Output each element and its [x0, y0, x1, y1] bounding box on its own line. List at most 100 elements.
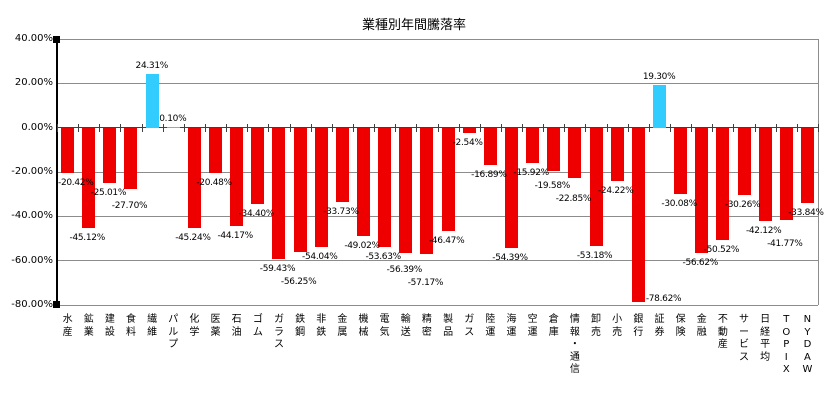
bar-12[interactable]	[314, 127, 328, 248]
data-label: -53.18%	[576, 250, 613, 261]
y-axis-tick-label: -40.00%	[11, 210, 53, 222]
category-char: ス	[273, 339, 284, 350]
bar-8[interactable]	[230, 127, 244, 226]
category-axis-tick	[648, 123, 650, 132]
category-char: 薬	[210, 326, 221, 338]
bar-3[interactable]	[124, 127, 138, 190]
data-label: -57.17%	[407, 277, 444, 288]
data-label: -33.84%	[788, 207, 824, 218]
category-char: プ	[168, 339, 179, 350]
category-char: 水	[62, 314, 73, 325]
category-char: 設	[104, 326, 115, 338]
bar-25[interactable]	[589, 127, 603, 246]
bar-11[interactable]	[293, 127, 307, 253]
category-axis-tick	[479, 123, 481, 132]
chart-title: 業種別年間騰落率	[361, 18, 467, 33]
bar-24[interactable]	[568, 127, 582, 179]
bar-28[interactable]	[652, 84, 666, 128]
category-char: 医	[210, 314, 221, 325]
category-char: 属	[337, 326, 348, 338]
bar-4[interactable]	[145, 73, 159, 128]
category-char: 産	[62, 326, 73, 338]
data-label: -25.01%	[90, 188, 127, 199]
bar-30[interactable]	[695, 127, 709, 254]
category-axis-tick	[331, 123, 333, 132]
bar-20[interactable]	[483, 127, 497, 166]
category-char: 業	[83, 326, 94, 338]
gridline	[57, 38, 818, 40]
data-label: -78.62%	[645, 294, 682, 304]
category-axis-tick	[310, 123, 312, 132]
bar-0[interactable]	[61, 127, 75, 173]
category-char: 庫	[548, 326, 559, 338]
category-label-31: 不動産	[718, 314, 728, 352]
bar-9[interactable]	[251, 127, 265, 204]
bar-15[interactable]	[378, 127, 392, 247]
bar-17[interactable]	[420, 127, 434, 255]
y-axis-tick-label: -20.00%	[11, 166, 53, 177]
category-axis-tick	[162, 123, 164, 132]
category-char: ・	[569, 339, 580, 350]
category-label-10: ガラス	[274, 314, 284, 352]
y-axis[interactable]	[56, 39, 58, 305]
bar-33[interactable]	[758, 127, 772, 222]
category-char: 電	[379, 314, 390, 325]
category-char: 維	[147, 326, 158, 338]
category-char: 融	[696, 326, 707, 338]
bar-27[interactable]	[631, 127, 645, 302]
category-char: Y	[804, 326, 811, 338]
data-label: -30.26%	[724, 199, 761, 210]
bar-1[interactable]	[82, 127, 96, 228]
category-label-0: 水産	[63, 314, 73, 339]
category-char: 密	[421, 326, 432, 338]
category-label-24: 情報・通信	[570, 314, 580, 377]
bar-18[interactable]	[441, 127, 455, 231]
bar-14[interactable]	[357, 127, 370, 237]
bar-6[interactable]	[187, 127, 201, 228]
data-label: -56.62%	[682, 258, 719, 269]
category-char: 陸	[485, 314, 496, 325]
bar-16[interactable]	[399, 127, 413, 253]
category-axis-tick	[352, 123, 354, 132]
category-label-4: 繊維	[147, 314, 157, 339]
bar-35[interactable]	[800, 127, 814, 203]
category-char: I	[784, 351, 788, 363]
category-label-1: 鉱業	[84, 314, 94, 339]
bar-34[interactable]	[779, 127, 793, 221]
category-char: 学	[189, 326, 200, 338]
bar-29[interactable]	[674, 127, 688, 195]
bar-26[interactable]	[610, 127, 624, 182]
bar-19[interactable]	[462, 127, 476, 134]
category-axis-tick	[712, 123, 714, 132]
bar-21[interactable]	[504, 127, 518, 249]
bar-5[interactable]	[166, 127, 180, 129]
category-axis-tick	[437, 123, 439, 132]
bar-7[interactable]	[209, 127, 223, 174]
bar-2[interactable]	[103, 127, 117, 184]
data-label: -59.43%	[259, 264, 296, 275]
category-char: 料	[125, 326, 136, 338]
bar-31[interactable]	[716, 127, 730, 240]
category-label-23: 倉庫	[549, 314, 559, 339]
category-axis-tick	[78, 123, 80, 132]
category-axis-tick	[416, 123, 418, 132]
bar-32[interactable]	[737, 127, 751, 195]
y-axis-tick-label: -80.00%	[11, 299, 53, 310]
category-label-11: 鉄鋼	[295, 314, 305, 339]
category-char: W	[802, 364, 813, 375]
bar-13[interactable]	[335, 127, 349, 203]
data-label: -33.73%	[323, 207, 359, 218]
bar-22[interactable]	[526, 127, 540, 163]
axis-selection-handle-top[interactable]	[53, 36, 60, 43]
category-axis-tick	[733, 123, 735, 132]
axis-selection-handle-bottom[interactable]	[53, 301, 60, 308]
category-char: 製	[443, 314, 454, 325]
bar-23[interactable]	[547, 127, 561, 172]
bar-10[interactable]	[272, 127, 286, 260]
category-char: 運	[527, 326, 538, 338]
category-axis-tick	[585, 123, 587, 132]
category-axis-tick	[57, 123, 58, 132]
category-axis-tick	[183, 123, 185, 132]
